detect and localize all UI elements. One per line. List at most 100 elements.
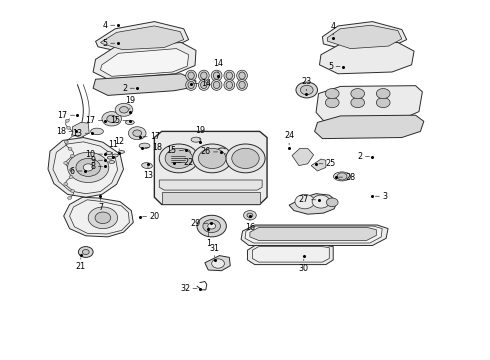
Circle shape — [197, 215, 226, 237]
Circle shape — [67, 126, 71, 129]
Circle shape — [300, 85, 313, 95]
Ellipse shape — [188, 72, 195, 79]
Circle shape — [71, 190, 74, 193]
Polygon shape — [154, 131, 267, 204]
Text: 18: 18 — [56, 127, 66, 136]
Text: 7: 7 — [98, 203, 103, 212]
Text: 30: 30 — [299, 264, 309, 273]
Ellipse shape — [112, 154, 118, 157]
Circle shape — [325, 98, 339, 108]
Text: 22: 22 — [184, 158, 194, 167]
Text: 11: 11 — [108, 140, 118, 149]
Circle shape — [107, 115, 117, 122]
Text: 6: 6 — [70, 166, 75, 175]
Text: 31: 31 — [210, 244, 220, 253]
Circle shape — [102, 112, 122, 126]
Text: 8: 8 — [91, 162, 96, 171]
Text: 17: 17 — [150, 132, 160, 141]
Circle shape — [82, 249, 89, 255]
Text: 9: 9 — [91, 156, 96, 165]
Ellipse shape — [224, 70, 235, 81]
Ellipse shape — [201, 72, 207, 79]
Text: 19: 19 — [125, 96, 135, 105]
Text: 10: 10 — [86, 150, 96, 158]
Circle shape — [226, 144, 265, 173]
Ellipse shape — [333, 172, 350, 181]
Circle shape — [95, 212, 111, 224]
Polygon shape — [315, 115, 424, 139]
Circle shape — [68, 152, 109, 183]
Polygon shape — [53, 142, 118, 194]
Text: 14: 14 — [213, 59, 223, 68]
Polygon shape — [327, 25, 402, 49]
Ellipse shape — [186, 80, 196, 90]
Ellipse shape — [186, 70, 196, 81]
Polygon shape — [48, 138, 123, 197]
Ellipse shape — [226, 81, 233, 89]
Circle shape — [337, 173, 347, 180]
Ellipse shape — [211, 80, 222, 90]
Ellipse shape — [201, 81, 207, 89]
Text: 19: 19 — [195, 126, 205, 135]
Ellipse shape — [214, 72, 220, 79]
Circle shape — [376, 89, 390, 99]
Text: 29: 29 — [191, 219, 201, 228]
Circle shape — [120, 107, 128, 113]
Circle shape — [312, 195, 330, 208]
Ellipse shape — [188, 81, 195, 89]
Circle shape — [325, 89, 339, 99]
Ellipse shape — [109, 161, 115, 163]
Polygon shape — [100, 49, 189, 76]
Circle shape — [351, 89, 365, 99]
Circle shape — [351, 98, 365, 108]
Text: 13: 13 — [73, 129, 82, 138]
Polygon shape — [289, 194, 337, 214]
Text: 14: 14 — [201, 79, 211, 88]
Circle shape — [128, 127, 146, 140]
Polygon shape — [252, 247, 329, 262]
Circle shape — [64, 140, 68, 143]
Circle shape — [193, 144, 232, 173]
Ellipse shape — [180, 149, 191, 155]
Polygon shape — [245, 226, 382, 243]
Circle shape — [86, 166, 96, 174]
Polygon shape — [64, 197, 133, 237]
Polygon shape — [322, 22, 407, 51]
Circle shape — [247, 213, 253, 217]
Text: 17: 17 — [57, 111, 68, 120]
Ellipse shape — [191, 137, 201, 142]
Circle shape — [296, 82, 318, 98]
Text: 13: 13 — [143, 171, 153, 180]
Ellipse shape — [125, 120, 134, 125]
Text: 18: 18 — [152, 143, 162, 152]
Polygon shape — [162, 192, 260, 204]
Circle shape — [88, 207, 118, 229]
Ellipse shape — [106, 152, 112, 154]
Circle shape — [71, 134, 75, 136]
Ellipse shape — [239, 72, 245, 79]
Ellipse shape — [142, 163, 152, 168]
Polygon shape — [250, 228, 376, 240]
Text: 21: 21 — [76, 262, 86, 271]
Polygon shape — [247, 246, 333, 265]
Text: 3: 3 — [382, 192, 387, 201]
Text: 5: 5 — [103, 39, 108, 48]
Text: 16: 16 — [245, 223, 255, 232]
Text: 27: 27 — [298, 195, 309, 204]
Circle shape — [70, 168, 74, 171]
Ellipse shape — [198, 80, 209, 90]
Circle shape — [212, 259, 224, 268]
Text: 23: 23 — [301, 77, 311, 86]
Ellipse shape — [139, 143, 150, 148]
Circle shape — [68, 197, 72, 199]
Polygon shape — [319, 42, 414, 74]
Text: 5: 5 — [328, 62, 333, 71]
Circle shape — [133, 130, 142, 136]
Text: 12: 12 — [114, 137, 124, 146]
Text: 2: 2 — [122, 84, 127, 93]
Polygon shape — [70, 200, 129, 234]
Ellipse shape — [214, 81, 220, 89]
Ellipse shape — [119, 150, 124, 153]
Circle shape — [295, 194, 315, 209]
Ellipse shape — [107, 156, 113, 159]
